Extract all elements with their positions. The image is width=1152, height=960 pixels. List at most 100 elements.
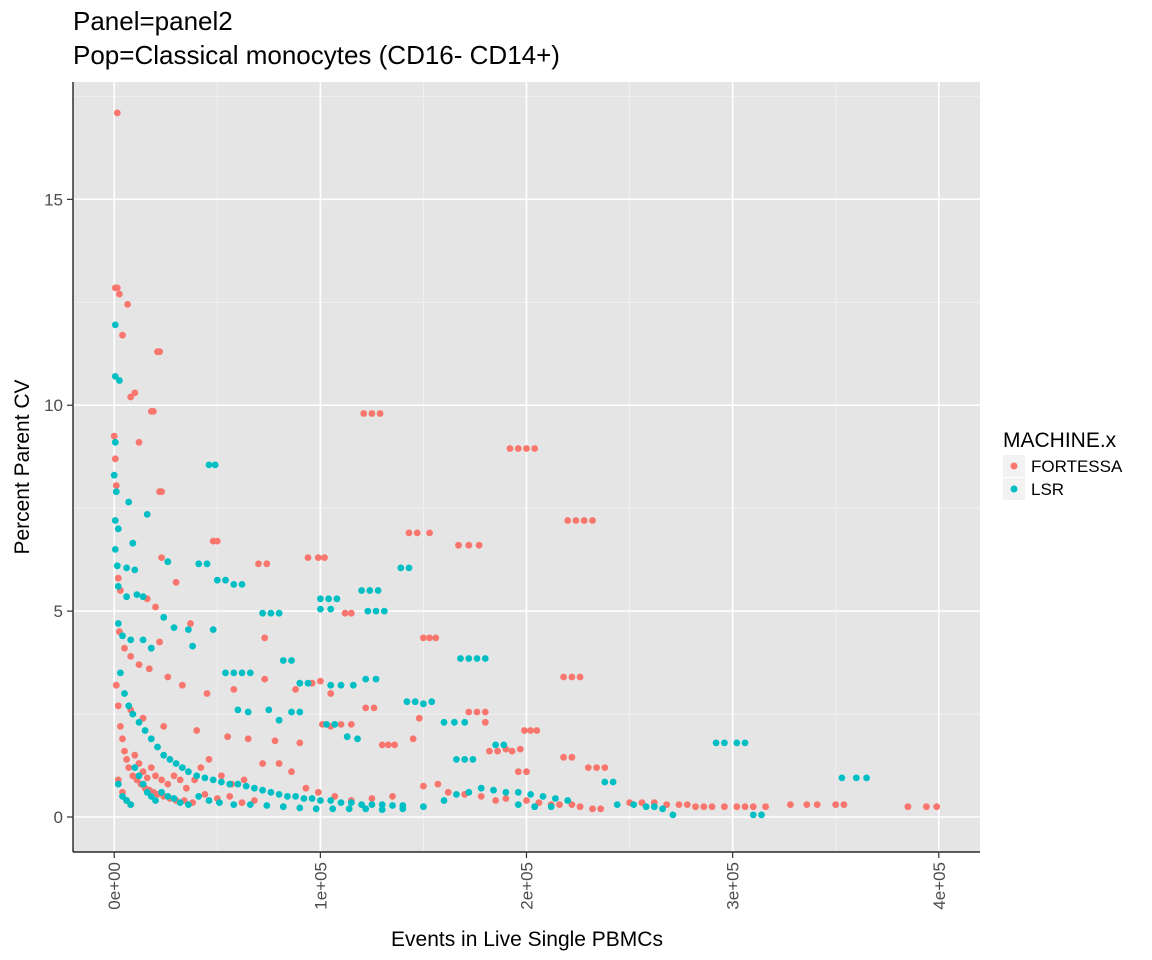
point-lsr [304, 679, 312, 687]
point-lsr [164, 558, 172, 566]
point-lsr [211, 461, 219, 469]
point-fortessa [271, 737, 279, 745]
point-fortessa [147, 764, 155, 771]
point-lsr [349, 681, 357, 689]
point-fortessa [314, 554, 322, 561]
point-lsr [111, 321, 119, 329]
point-fortessa [556, 801, 563, 808]
y-tick-label: 15 [44, 190, 63, 209]
point-lsr [275, 609, 283, 617]
legend: MACHINE.x FORTESSA LSR [1003, 429, 1123, 500]
point-lsr [333, 595, 341, 603]
point-lsr [465, 788, 473, 796]
point-lsr [300, 795, 308, 802]
point-fortessa [415, 714, 423, 722]
point-lsr [863, 774, 870, 782]
point-fortessa [238, 799, 246, 806]
point-lsr [453, 756, 460, 763]
point-fortessa [226, 793, 234, 800]
point-fortessa [708, 803, 716, 811]
y-axis-label: Percent Parent CV [11, 379, 34, 554]
point-lsr [154, 743, 161, 751]
point-lsr [642, 803, 650, 811]
point-fortessa [420, 782, 427, 790]
point-fortessa [413, 529, 421, 537]
point-lsr [451, 718, 458, 726]
point-lsr [539, 793, 547, 800]
point-fortessa [523, 768, 530, 776]
point-lsr [251, 784, 258, 792]
point-lsr [116, 377, 123, 384]
point-lsr [527, 791, 534, 798]
legend-key-lsr [1010, 485, 1018, 493]
point-lsr [172, 760, 180, 767]
point-fortessa [580, 517, 588, 524]
point-lsr [741, 739, 749, 747]
point-fortessa [121, 747, 128, 755]
point-lsr [465, 655, 473, 662]
point-fortessa [589, 517, 596, 524]
point-lsr [263, 802, 271, 809]
point-lsr [234, 780, 242, 788]
point-fortessa [158, 554, 166, 561]
point-fortessa [749, 803, 757, 811]
point-lsr [160, 751, 168, 759]
point-lsr [121, 690, 128, 697]
point-fortessa [176, 776, 184, 784]
point-fortessa [135, 661, 143, 668]
point-fortessa [125, 764, 133, 771]
point-lsr [650, 803, 658, 811]
point-lsr [193, 772, 201, 780]
point-fortessa [787, 801, 794, 808]
point-lsr [205, 461, 213, 469]
point-fortessa [127, 653, 135, 660]
point-fortessa [114, 702, 122, 710]
point-lsr [500, 741, 508, 749]
point-lsr [547, 803, 555, 811]
point-lsr [490, 786, 497, 794]
point-lsr [129, 710, 137, 718]
point-lsr [372, 675, 380, 683]
point-lsr [364, 607, 372, 615]
point-lsr [721, 739, 728, 747]
point-lsr [420, 700, 427, 708]
point-lsr [123, 593, 130, 601]
point-lsr [337, 681, 345, 689]
point-fortessa [584, 764, 592, 771]
point-fortessa [131, 751, 139, 759]
point-fortessa [700, 803, 708, 811]
point-fortessa [110, 432, 118, 440]
x-tick-label: 3e+05 [724, 862, 743, 910]
point-lsr [502, 788, 510, 796]
point-fortessa [341, 609, 349, 617]
point-fortessa [904, 803, 912, 811]
point-lsr [461, 756, 469, 763]
point-fortessa [385, 741, 392, 749]
point-fortessa [135, 438, 143, 446]
point-fortessa [370, 704, 378, 712]
point-fortessa [502, 795, 510, 802]
point-fortessa [475, 541, 483, 549]
point-fortessa [506, 445, 514, 452]
chart-title-line-2: Pop=Classical monocytes (CD16- CD14+) [73, 40, 560, 70]
point-fortessa [296, 739, 304, 747]
point-lsr [267, 788, 275, 796]
point-lsr [170, 795, 178, 802]
legend-title: MACHINE.x [1003, 429, 1117, 452]
point-lsr [362, 675, 370, 683]
x-tick-label: 4e+05 [930, 862, 949, 910]
point-lsr [117, 669, 124, 677]
y-tick-label: 5 [54, 602, 63, 621]
point-fortessa [178, 681, 186, 689]
point-fortessa [255, 560, 262, 568]
point-lsr [125, 498, 133, 506]
point-fortessa [314, 788, 322, 796]
point-lsr [275, 716, 283, 724]
legend-label-fortessa: FORTESSA [1031, 457, 1123, 476]
point-lsr [308, 795, 316, 802]
point-lsr [135, 718, 143, 726]
point-fortessa [432, 634, 440, 642]
point-fortessa [201, 791, 209, 798]
point-fortessa [508, 747, 516, 755]
point-lsr [345, 805, 353, 813]
